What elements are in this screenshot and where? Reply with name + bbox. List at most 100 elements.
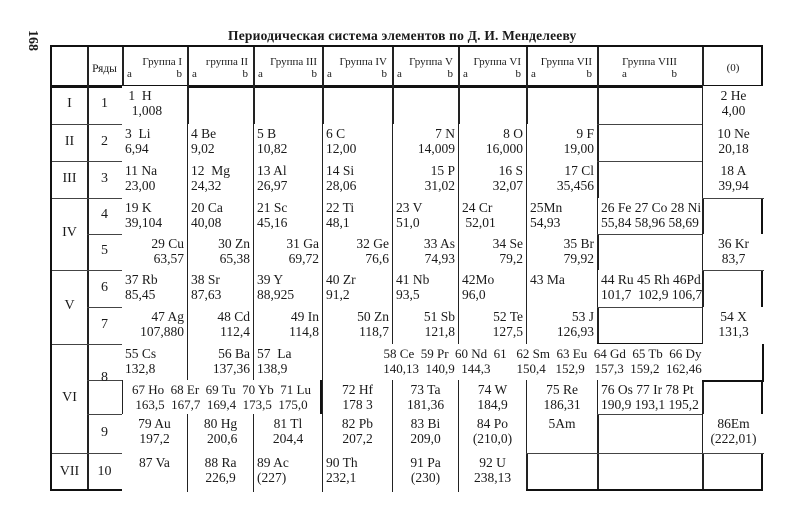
- element-cell: 47 Ag 107,880: [122, 307, 187, 344]
- row-number: 9: [101, 424, 108, 440]
- period-label: V: [64, 298, 75, 313]
- rows-header: Ряды: [92, 63, 117, 75]
- period-row-divider: [52, 344, 87, 346]
- period-row-divider: [52, 124, 87, 126]
- column-divider: [597, 47, 599, 489]
- period-label: VI: [62, 389, 77, 405]
- page-title: Периодическая система элементов по Д. И.…: [228, 28, 577, 43]
- element-cell: 87 Va: [122, 453, 187, 492]
- element-cell: 72 Hf 178 3: [322, 380, 392, 414]
- element-cell: 55 Cs 132,8: [122, 344, 187, 380]
- element-cell: 2 He 4,00: [702, 86, 764, 124]
- period-divider: [87, 47, 89, 489]
- subgroup-label-b: b: [586, 68, 593, 80]
- subgroup-label-b: b: [311, 68, 318, 80]
- group-header: Группа VIII a b: [597, 56, 702, 80]
- group-header: Группа IV a b: [322, 56, 392, 80]
- period-label: I: [67, 96, 72, 111]
- group-label: Группа V: [409, 56, 453, 68]
- group-label: Группа VII: [540, 56, 592, 68]
- element-cell: 31 Ga 69,72: [253, 234, 322, 270]
- element-cell: 67 Ho 68 Er 69 Tu 70 Yb 71 Lu 163,5 167,…: [122, 380, 322, 414]
- row-number: 2: [101, 133, 108, 149]
- row-number: 6: [101, 279, 108, 295]
- subgroup-label-b: b: [515, 68, 522, 80]
- element-cell: 32 Ge 76,6: [322, 234, 392, 270]
- period-label: II: [64, 133, 75, 149]
- element-cell: 38 Sr 87,63: [187, 270, 253, 307]
- period-label: III: [62, 170, 77, 186]
- subgroup-label-a: a: [327, 68, 332, 80]
- element-cell: 25Mn 54,93: [526, 198, 597, 234]
- header-divider: [52, 85, 761, 88]
- element-cell: 24 Cr 52,01: [458, 198, 526, 234]
- element-cell: 3 Li 6,94: [122, 124, 187, 161]
- element-cell: 22 Ti 48,1: [322, 198, 392, 234]
- subgroup-label-a: a: [127, 68, 132, 80]
- element-cell: 9 F 19,00: [526, 124, 597, 161]
- period-label: IV: [62, 225, 77, 240]
- subgroup-label-a: a: [258, 68, 263, 80]
- row-number: 4: [101, 207, 108, 222]
- element-cell: 18 A 39,94: [702, 161, 764, 198]
- group-header: группа II a b: [187, 56, 253, 80]
- subgroup-label-b: b: [242, 68, 249, 80]
- element-cell: 90 Th 232,1: [322, 453, 392, 492]
- element-cell: 81 Tl 204,4: [253, 414, 322, 453]
- page-number: 168: [25, 30, 40, 51]
- group-header: Группа III a b: [253, 56, 322, 80]
- element-cell: 4 Be 9,02: [187, 124, 253, 161]
- element-cell: 23 V 51,0: [392, 198, 458, 234]
- subgroup-label-b: b: [671, 68, 678, 80]
- element-cell: 12 Mg 24,32: [187, 161, 253, 198]
- element-cell: 41 Nb 93,5: [392, 270, 458, 307]
- group-header: Группа I a b: [122, 56, 187, 80]
- element-cell: 10 Ne 20,18: [702, 124, 764, 161]
- element-cell: 6 C 12,00: [322, 124, 392, 161]
- element-cell: 89 Ac (227): [253, 453, 322, 492]
- group-label: Группа IV: [339, 56, 387, 68]
- element-cell: 49 In 114,8: [253, 307, 322, 344]
- element-cell: 13 Al 26,97: [253, 161, 322, 198]
- element-cell: 86Em (222,01): [702, 414, 764, 453]
- element-cell: 83 Bi 209,0: [392, 414, 458, 453]
- subgroup-label-b: b: [447, 68, 454, 80]
- row-number: 3: [101, 170, 108, 186]
- element-cell: 51 Sb 121,8: [392, 307, 458, 344]
- element-cell: 33 As 74,93: [392, 234, 458, 270]
- element-cell: 75 Re 186,31: [526, 380, 597, 414]
- element-cell: 73 Ta 181,36: [392, 380, 458, 414]
- group-label: Группа III: [270, 56, 317, 68]
- row-number: 10: [97, 463, 112, 479]
- element-cell: 36 Kr 83,7: [702, 234, 764, 270]
- subgroup-label-a: a: [192, 68, 197, 80]
- group-header: Группа VI a b: [458, 56, 526, 80]
- element-cell: 92 U 238,13: [458, 453, 526, 492]
- element-cell: 57 La 138,9: [253, 344, 322, 380]
- period-row-divider: [52, 270, 87, 272]
- row-number: 7: [101, 316, 108, 332]
- element-cell: 91 Pa (230): [392, 453, 458, 492]
- element-cell: 76 Os 77 Ir 78 Pt 190,9 193,1 195,2: [597, 380, 702, 414]
- subgroup-label-a: a: [622, 68, 627, 80]
- element-cell: 34 Se 79,2: [458, 234, 526, 270]
- subgroup-label-a: a: [463, 68, 468, 80]
- element-cell: 50 Zn 118,7: [322, 307, 392, 344]
- period-label: VII: [59, 463, 80, 479]
- element-cell: 8 O 16,000: [458, 124, 526, 161]
- element-cell: 26 Fe 27 Co 28 Ni 55,84 58,96 58,69: [597, 198, 702, 234]
- group-label: Группа I: [142, 56, 182, 68]
- group-label: (0): [726, 62, 740, 74]
- element-cell: 11 Na 23,00: [122, 161, 187, 198]
- row-number: 1: [101, 96, 108, 111]
- element-cell: 35 Br 79,92: [526, 234, 597, 270]
- element-cell: 20 Ca 40,08: [187, 198, 253, 234]
- element-cell: 37 Rb 85,45: [122, 270, 187, 307]
- subgroup-label-b: b: [381, 68, 388, 80]
- element-cell: 7 N 14,009: [392, 124, 458, 161]
- element-cell: 79 Au 197,2: [122, 414, 187, 453]
- element-cell: 58 Ce 59 Pr 60 Nd 61 62 Sm 63 Eu 64 Gd 6…: [322, 344, 764, 380]
- row-number: 5: [101, 243, 108, 258]
- element-cell: 1 H 1,008: [122, 86, 187, 124]
